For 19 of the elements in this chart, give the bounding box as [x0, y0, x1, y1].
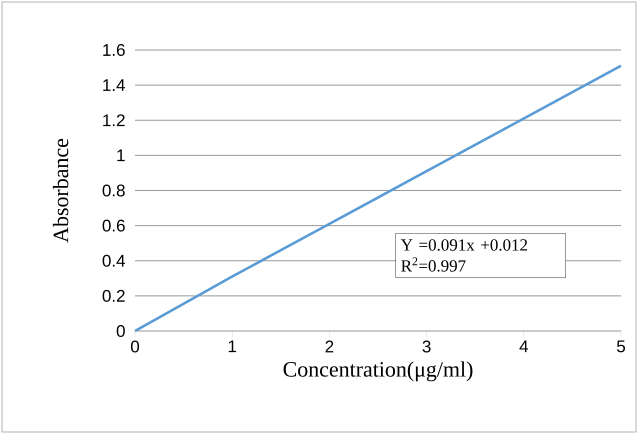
y-tick-label: 1.4	[103, 79, 125, 91]
x-tick-label: 1	[228, 340, 236, 352]
y-tick-label: 1.6	[103, 44, 125, 56]
x-tick-label: 0	[130, 340, 140, 353]
y-tick-label: 0	[116, 324, 125, 337]
annotation: Y =0.091x +0.012	[400, 239, 528, 251]
y-tick-label: 0.2	[102, 290, 125, 302]
annotation: R$^{2}$=0.997	[401, 257, 466, 272]
x-tick-label: 2	[326, 340, 334, 352]
y-tick-label: 0.8	[102, 184, 125, 196]
x-tick-label: 5	[616, 340, 625, 352]
x-tick-label: 4	[519, 340, 528, 352]
y-tick-label: 1.2	[103, 114, 125, 126]
y-tick-label: 0.4	[102, 254, 125, 267]
x-tick-label: 3	[422, 340, 431, 353]
y-tick-label: 0.6	[102, 220, 125, 232]
y-axis-title: Absorbance	[52, 138, 68, 243]
y-tick-label: 1	[117, 150, 125, 162]
x-axis-title: Concentration(μg/ml)	[284, 361, 472, 382]
